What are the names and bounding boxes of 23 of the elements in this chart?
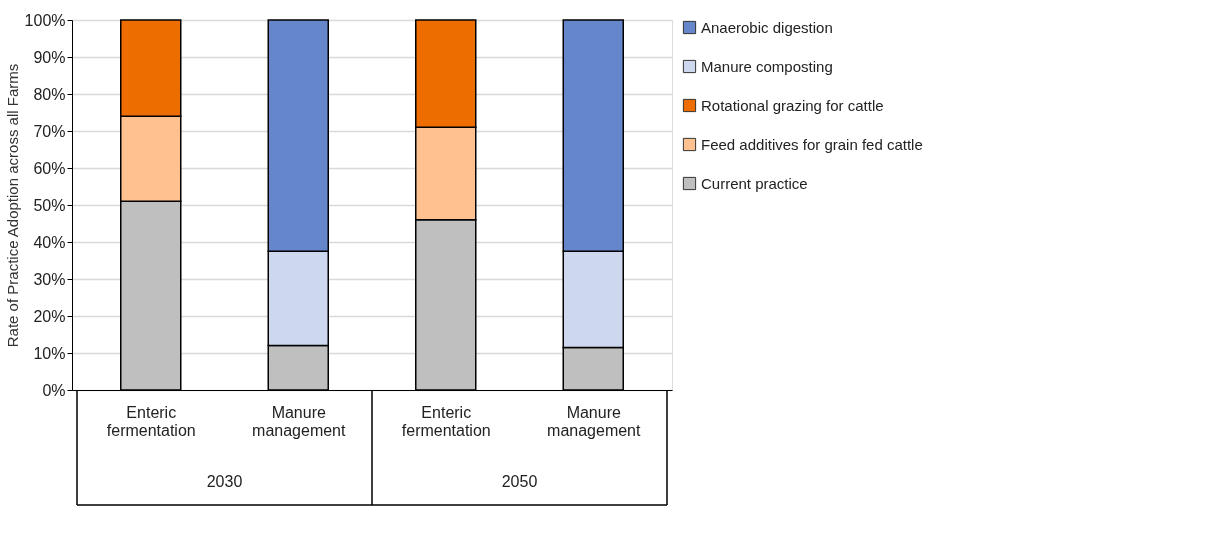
y-axis-title: Rate of Practice Adoption across all Farms	[3, 63, 21, 348]
x-tick-label: Manure management	[252, 403, 346, 439]
legend-label: Anaerobic digestion	[701, 18, 833, 36]
legend-label: Current practice	[701, 174, 808, 192]
x-tick-label: Manure management	[547, 403, 641, 439]
y-tick-label: 40%	[33, 233, 66, 251]
x-tick-label: Enteric fermentation	[401, 403, 491, 439]
legend-label: Manure composting	[701, 57, 833, 75]
legend-label: Rotational grazing for cattle	[701, 96, 884, 114]
y-tick-label: 90%	[33, 48, 66, 66]
y-tick-label: 60%	[33, 159, 66, 177]
y-tick-label: 20%	[33, 307, 66, 325]
y-tick-label: 30%	[33, 270, 66, 288]
y-tick-label: 10%	[33, 344, 66, 362]
y-tick-label: 80%	[33, 85, 66, 103]
text: 2030	[206, 473, 243, 490]
text: 2050	[501, 473, 538, 490]
y-tick-label: 50%	[33, 196, 66, 214]
legend-label: Feed additives for grain fed cattle	[701, 135, 923, 153]
y-tick-label: 70%	[33, 122, 66, 140]
x-tick-label: Enteric fermentation	[106, 403, 196, 439]
y-tick-label: 0%	[42, 381, 66, 399]
y-tick-label: 100%	[24, 11, 66, 29]
